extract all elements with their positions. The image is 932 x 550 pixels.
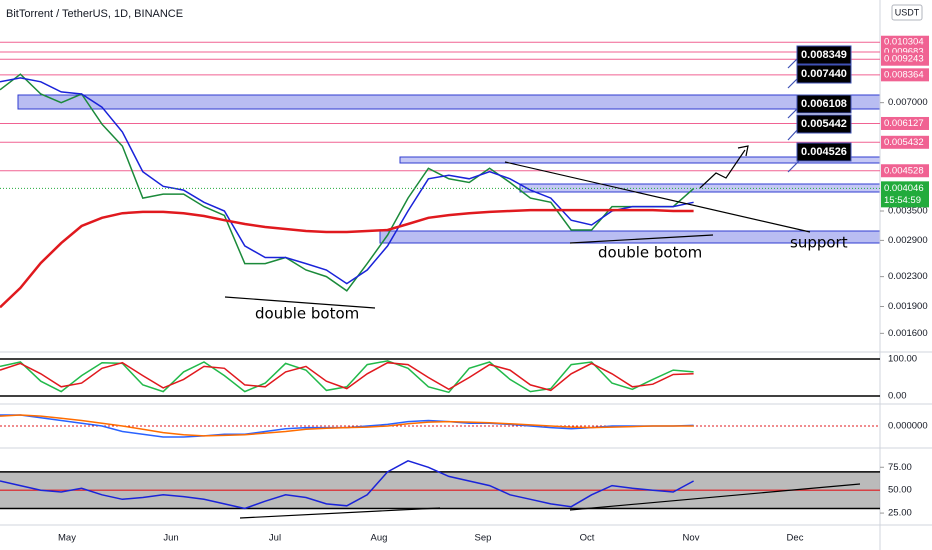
x-tick-label: Jun [163, 533, 178, 544]
series-line [0, 73, 695, 292]
x-tick-label: Nov [683, 533, 700, 544]
target-box [796, 45, 852, 65]
target-label: 0.007440 [801, 68, 847, 80]
y-tick-label: 0.001900 [888, 301, 928, 312]
target-label: 0.006108 [801, 98, 847, 110]
price-tag-label: 0.009683 [884, 46, 924, 57]
price-tag [881, 52, 929, 66]
y-tick-label: 0.000000 [888, 421, 928, 432]
resistance-zone [17, 94, 881, 110]
target-box [796, 114, 852, 134]
target-label: 0.005442 [801, 118, 847, 130]
x-tick-label: Aug [371, 533, 388, 544]
pointer [787, 159, 801, 173]
price-tag [881, 135, 929, 149]
series-line [0, 360, 694, 394]
annotation: double botom [598, 244, 702, 262]
plot [0, 41, 880, 510]
target-box [796, 142, 852, 162]
y-tick-label: 25.00 [888, 508, 912, 519]
price-tag-label: 0.005432 [884, 137, 924, 148]
y-tick-label: 0.002300 [888, 271, 928, 282]
current-price-tag [881, 181, 929, 208]
trend-line [224, 296, 376, 309]
price-tag [881, 164, 929, 178]
x-tick-label: Sep [475, 533, 492, 544]
currency-badge [891, 4, 923, 21]
trend-line [569, 234, 714, 244]
current-price-label: 0.004046 [884, 183, 924, 194]
y-tick-label: 50.00 [888, 485, 912, 496]
annotation: double botom [255, 305, 359, 323]
price-tag-label: 0.006127 [884, 118, 924, 129]
y-tick-label: 0.003500 [888, 206, 928, 217]
series-line [0, 459, 694, 510]
target-box [796, 94, 852, 114]
target-label: 0.004526 [801, 146, 847, 158]
chart-title: BitTorrent / TetherUS, 1D, BINANCE [6, 8, 183, 20]
trend-line [504, 161, 811, 233]
annotation: support [790, 234, 848, 252]
price-tag-label: 0.010304 [884, 37, 924, 48]
y-tick-label: 75.00 [888, 462, 912, 473]
target-box [796, 64, 852, 84]
target-label: 0.008349 [801, 49, 847, 61]
y-tick-label: 0.00 [888, 391, 907, 402]
trend-line [569, 483, 861, 511]
projection-arrow [699, 149, 746, 189]
price-tag-label: 0.009243 [884, 54, 924, 65]
x-tick-label: Jul [269, 533, 281, 544]
series-line [0, 208, 694, 309]
y-tick-label: 100.00 [888, 354, 917, 365]
y-tick-label: 0.007000 [888, 97, 928, 108]
y-tick-label: 0.001600 [888, 328, 928, 339]
x-tick-label: Dec [787, 533, 804, 544]
price-tag [881, 68, 929, 82]
arrow-head [737, 145, 749, 157]
x-tick-label: May [58, 533, 76, 544]
countdown: 15:54:59 [884, 195, 921, 206]
y-tick-label: 0.002900 [888, 235, 928, 246]
price-tag-label: 0.004528 [884, 165, 924, 176]
price-tag-label: 0.008364 [884, 69, 924, 80]
x-tick-label: Oct [580, 533, 595, 544]
series-line [0, 77, 694, 285]
trend-line [239, 507, 441, 519]
price-tag [881, 116, 929, 130]
series-line [0, 361, 694, 392]
currency: USDT [895, 7, 920, 17]
series-line [0, 414, 694, 437]
